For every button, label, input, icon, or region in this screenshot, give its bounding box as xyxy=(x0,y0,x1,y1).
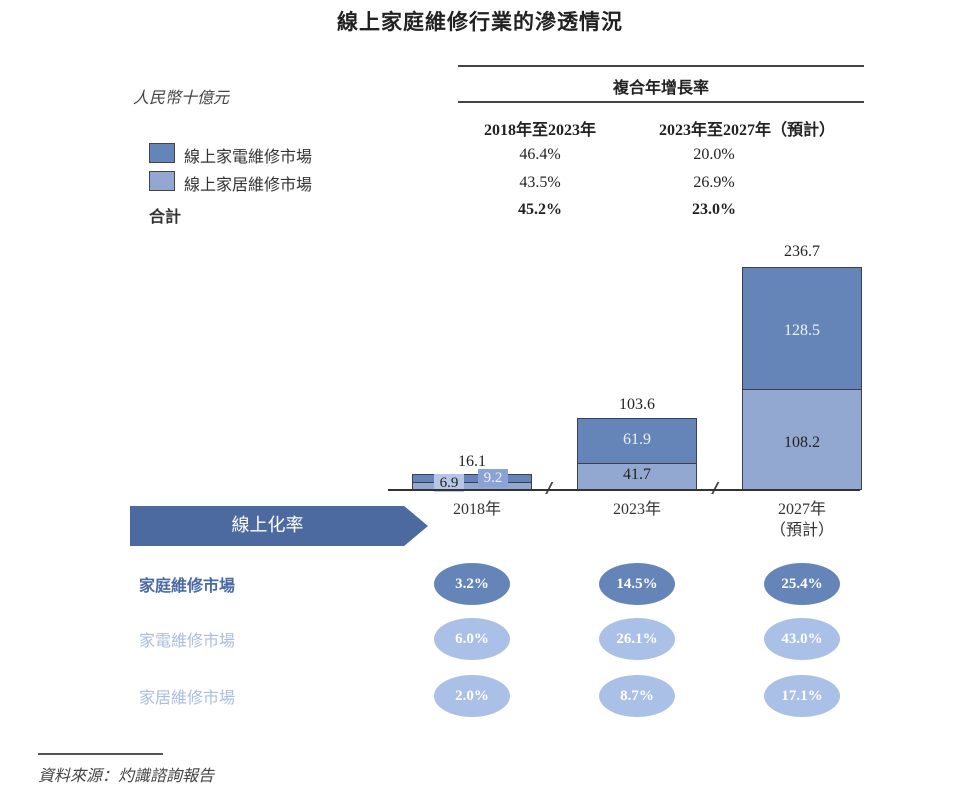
bar-2027-appliance: 128.5 xyxy=(742,267,862,390)
source-note: 資料來源：灼識諮詢報告 xyxy=(38,768,215,785)
total-label: 合計 xyxy=(149,207,182,226)
rate-appliance-repair-2027: 43.0% xyxy=(764,618,840,660)
bar-2027-home-label: 108.2 xyxy=(784,434,820,451)
penetration-header: 線上化率 xyxy=(231,515,304,536)
bar-2023-home-label: 41.7 xyxy=(623,466,651,483)
bar-total-2027: 236.7 xyxy=(784,243,820,260)
bar-2018-appliance-label: 9.2 xyxy=(478,469,508,487)
row-label-appliance-repair: 家電維修市場 xyxy=(139,631,236,650)
cagr-total-2: 23.0% xyxy=(692,201,736,218)
bar-2023-home: 41.7 xyxy=(577,463,697,490)
unit-label: 人民幣十億元 xyxy=(133,90,230,107)
cagr-home-2: 26.9% xyxy=(693,174,735,191)
table-mid-rule xyxy=(458,101,864,103)
bar-2023-appliance: 61.9 xyxy=(577,418,697,464)
cagr-total-1: 45.2% xyxy=(518,201,562,218)
bar-2027-appliance-label: 128.5 xyxy=(784,322,820,339)
legend-label-appliance: 線上家電維修市場 xyxy=(184,147,313,166)
rate-appliance-repair-2018: 6.0% xyxy=(434,618,510,660)
x-label-2018: 2018年 xyxy=(452,501,501,518)
cagr-appliance-2: 20.0% xyxy=(693,146,735,163)
bar-total-2023: 103.6 xyxy=(619,396,655,413)
rate-home-repair-2018: 3.2% xyxy=(434,563,510,605)
cagr-header: 複合年增長率 xyxy=(612,78,709,97)
x-axis xyxy=(388,489,860,491)
bar-2023-appliance-label: 61.9 xyxy=(623,431,651,448)
row-label-furnishing-repair: 家居維修市場 xyxy=(139,688,236,707)
chart-title: 線上家庭維修行業的滲透情況 xyxy=(337,10,623,34)
rate-furnishing-repair-2018: 2.0% xyxy=(434,675,510,717)
bar-2018-home-label: 6.9 xyxy=(434,474,464,492)
axis-break-2: // xyxy=(712,478,718,498)
rate-furnishing-repair-2027: 17.1% xyxy=(764,675,840,717)
axis-break-1: // xyxy=(546,478,552,498)
x-sublabel-2027: （預計） xyxy=(769,522,834,539)
bar-2027-home: 108.2 xyxy=(742,389,862,490)
rate-furnishing-repair-2023: 8.7% xyxy=(599,675,675,717)
x-label-2023: 2023年 xyxy=(612,501,661,518)
legend-swatch-home xyxy=(149,171,175,191)
bar-total-2018: 16.1 xyxy=(458,453,486,470)
legend-swatch-appliance xyxy=(149,143,175,163)
penetration-arrow-banner xyxy=(130,506,428,546)
cagr-home-1: 43.5% xyxy=(519,174,561,191)
legend-label-home: 線上家居維修市場 xyxy=(184,175,313,194)
source-rule xyxy=(38,753,163,755)
row-label-home-repair: 家庭維修市場 xyxy=(139,576,236,595)
rate-home-repair-2023: 14.5% xyxy=(599,563,675,605)
rate-home-repair-2027: 25.4% xyxy=(764,563,840,605)
cagr-appliance-1: 46.4% xyxy=(519,146,561,163)
x-label-2027: 2027年 xyxy=(777,501,826,518)
rate-appliance-repair-2023: 26.1% xyxy=(599,618,675,660)
cagr-col-2023-2027: 2023年至2027年（預計） xyxy=(658,122,835,139)
cagr-col-2018-2023: 2018年至2023年 xyxy=(483,122,596,139)
table-top-rule xyxy=(458,65,864,67)
